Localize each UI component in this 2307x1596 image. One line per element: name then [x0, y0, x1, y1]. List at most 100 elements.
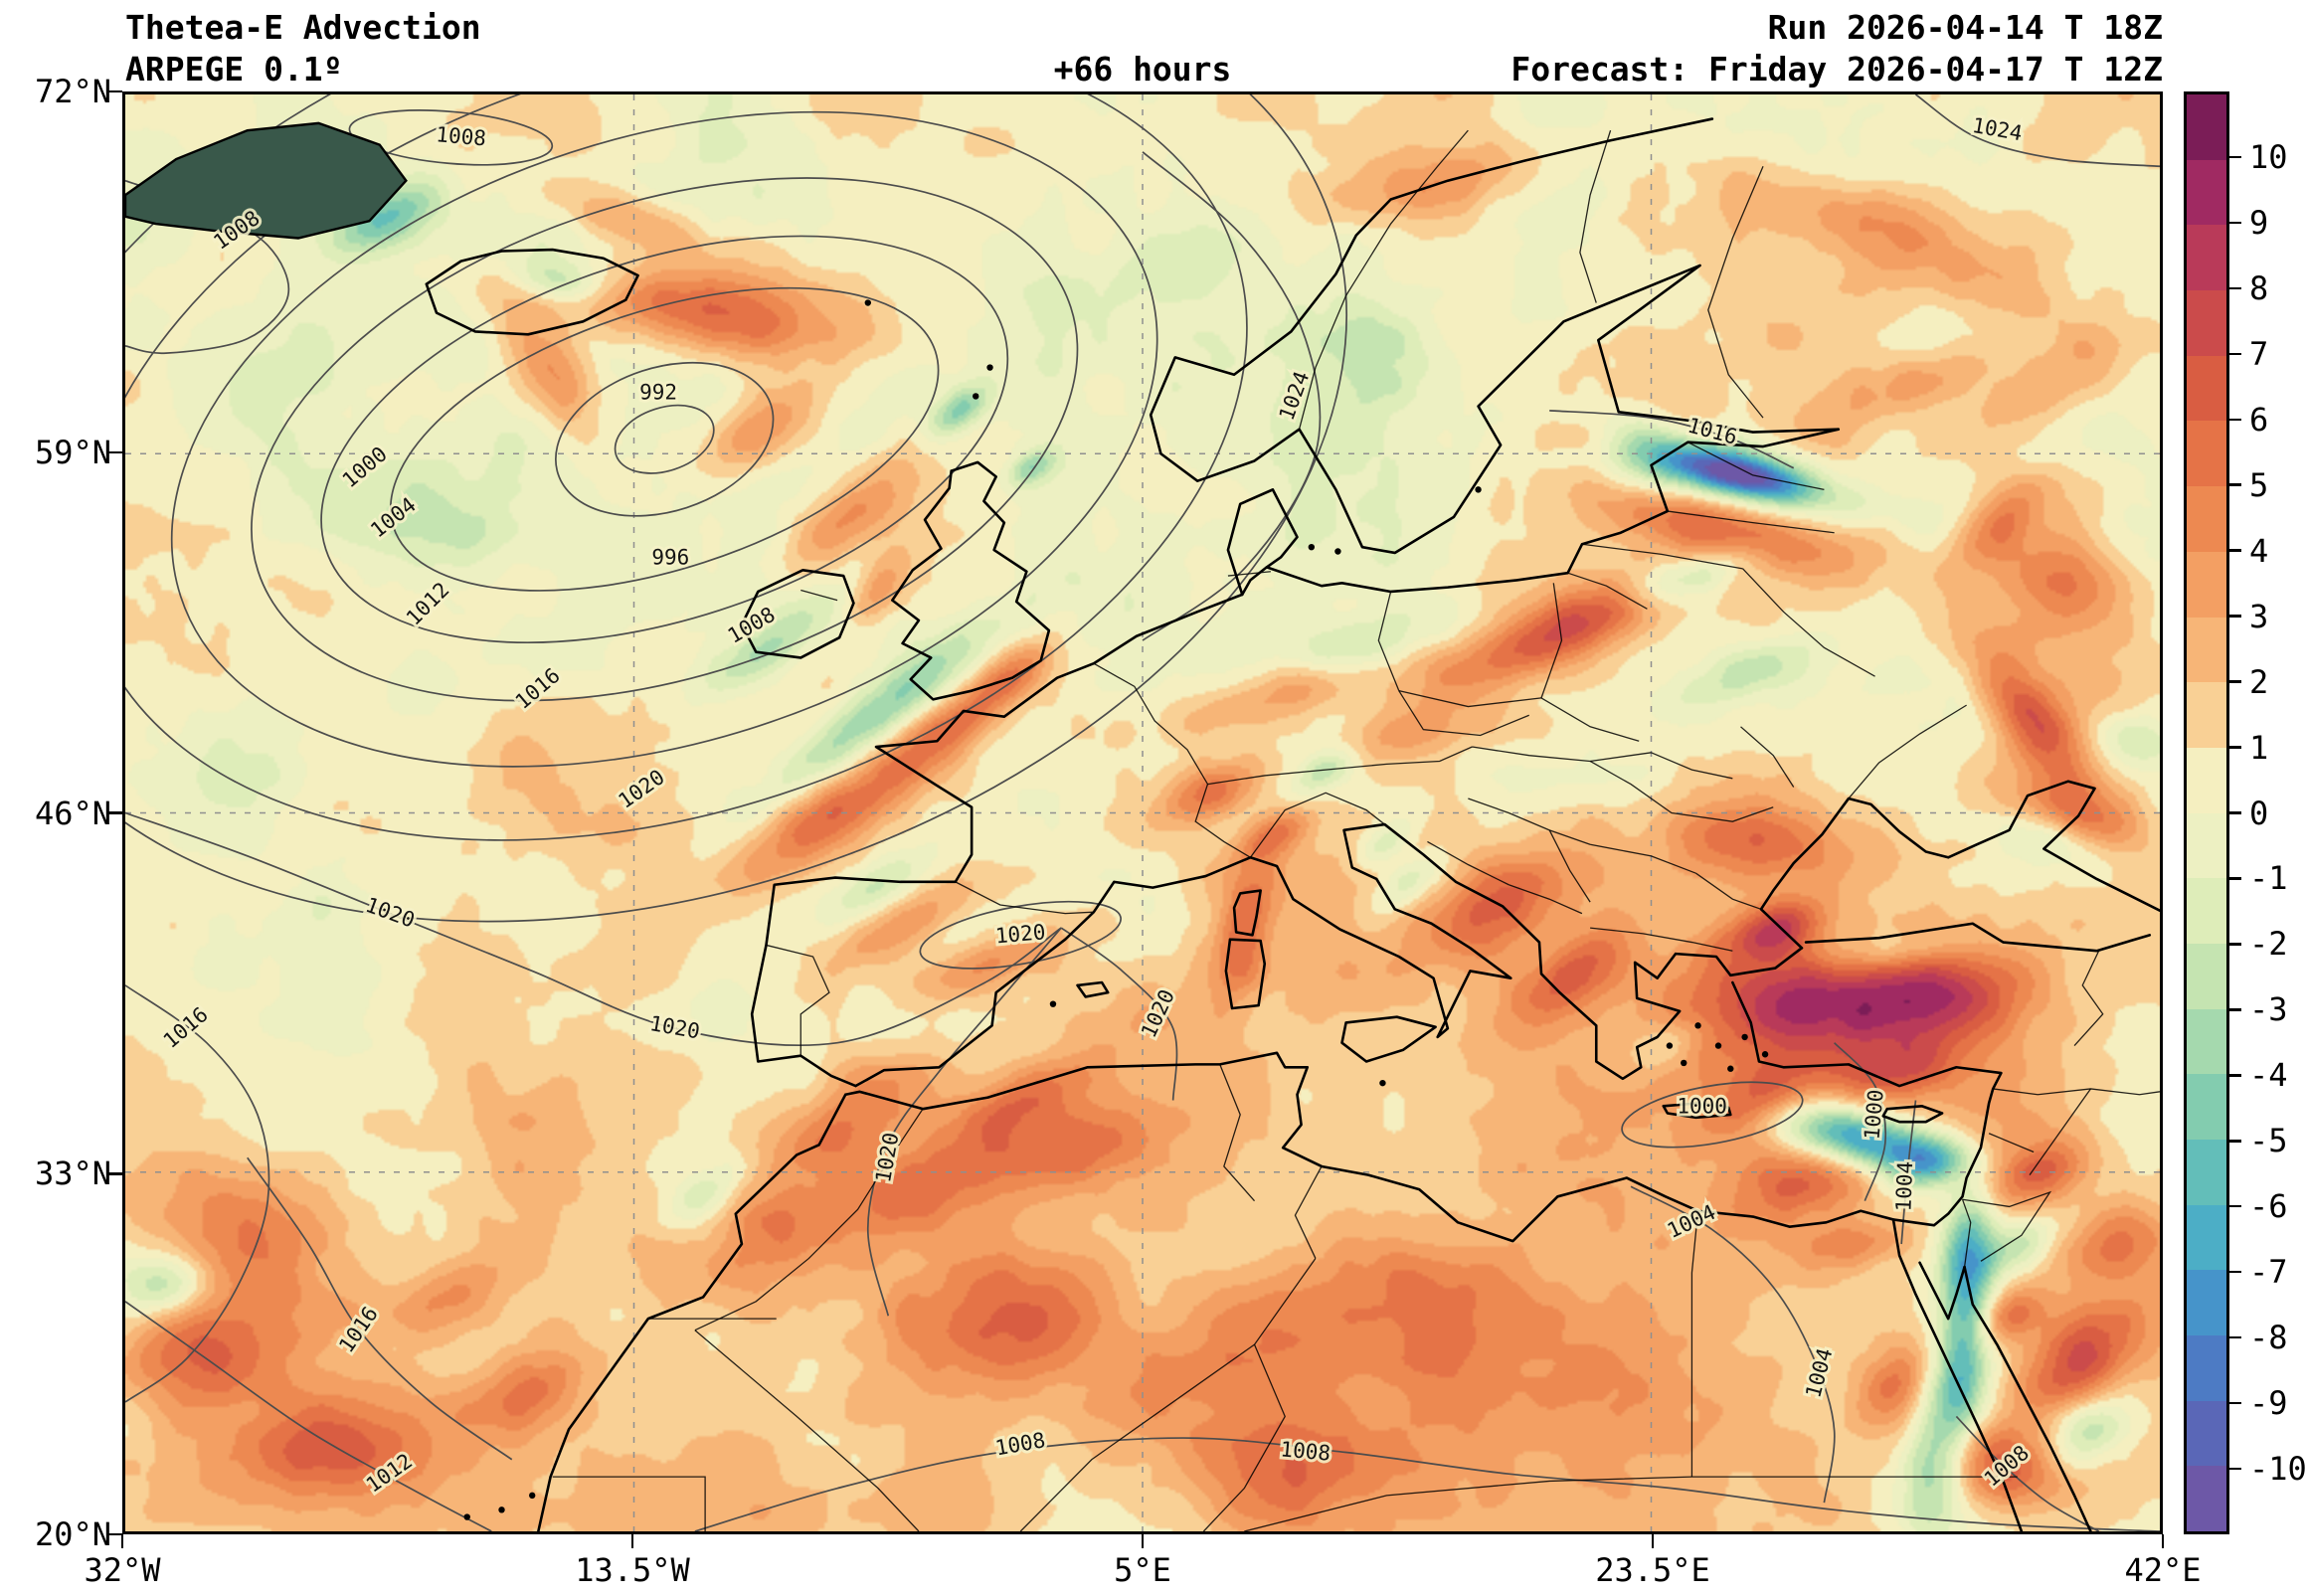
island-dot	[1741, 1033, 1748, 1041]
country-border	[766, 944, 830, 1056]
colorbar-tick-mark	[2229, 286, 2241, 290]
country-border	[1207, 746, 1473, 786]
colorbar-tick-label: 7	[2249, 334, 2269, 373]
colorbar-tick-label: 3	[2249, 597, 2269, 635]
colorbar-segment	[2187, 94, 2226, 160]
model-label: ARPEGE 0.1º	[125, 50, 343, 89]
colorbar-tick-label: 9	[2249, 203, 2269, 242]
colorbar-tick-mark	[2229, 943, 2241, 946]
colorbar-tick-mark	[2229, 1401, 2241, 1405]
island-dot	[1714, 1042, 1722, 1049]
isobar-label: 1000	[338, 442, 392, 492]
isobar-label: 1008	[993, 1428, 1047, 1460]
isobar-label: 1008	[435, 122, 486, 150]
island-dot	[1308, 543, 1316, 551]
country-border	[694, 1330, 920, 1531]
colorbar-tick-mark	[2229, 1074, 2241, 1077]
colorbar-tick-label: -8	[2249, 1319, 2288, 1357]
colorbar-tick-mark	[2229, 615, 2241, 618]
isobar-contour	[866, 927, 1062, 1317]
country-border	[1651, 752, 1733, 780]
isobar-label: 1020	[871, 1131, 903, 1184]
isobar-label: 1020	[994, 920, 1046, 948]
isobar-label: 992	[639, 381, 677, 405]
lat-tick-label: 72°N	[34, 73, 111, 110]
isobar-label: 1024	[1971, 113, 2025, 145]
country-border	[1093, 662, 1251, 858]
colorbar-segment	[2187, 1140, 2226, 1205]
isobar-contour	[1549, 410, 1795, 469]
country-border	[1019, 1343, 1255, 1531]
island-dot	[529, 1492, 536, 1500]
colorbar-tick-label: -5	[2249, 1122, 2288, 1160]
country-border	[1667, 510, 1835, 534]
colorbar-tick-mark	[2229, 1204, 2241, 1208]
country-border	[1961, 1198, 1972, 1268]
island-dot	[463, 1513, 470, 1520]
country-border	[800, 589, 838, 602]
lat-tick-mark	[108, 1532, 122, 1536]
isobar-label: 1012	[402, 578, 454, 630]
country-border	[1298, 129, 1469, 430]
colorbar-segment	[2187, 1466, 2226, 1532]
country-border	[1540, 583, 1563, 699]
isobar-label: 1020	[648, 1011, 702, 1043]
colorbar-tick-mark	[2229, 877, 2241, 880]
colorbar-segment	[2187, 812, 2226, 879]
lon-tick-label: 5°E	[1114, 1551, 1171, 1589]
island-dot	[1475, 486, 1482, 493]
country-border	[1202, 1258, 1317, 1531]
colorbar-segment	[2187, 421, 2226, 487]
isobar-contour	[1914, 94, 2160, 168]
colorbar-tick-mark	[2229, 1335, 2241, 1339]
country-border	[1540, 697, 1640, 742]
colorbar-segment	[2187, 1270, 2226, 1336]
lat-tick-mark	[108, 811, 122, 814]
isobar-contour	[1621, 1081, 1804, 1149]
coastline	[1804, 922, 2152, 953]
country-border	[1398, 690, 1542, 708]
island-dot	[498, 1507, 505, 1513]
colorbar-tick-label: -10	[2249, 1450, 2307, 1489]
map-overlay: 1008100899299610001004100810121016102010…	[125, 94, 2160, 1531]
coastline	[1918, 1261, 1966, 1321]
colorbar-tick-mark	[2229, 811, 2241, 814]
country-border	[1707, 165, 1764, 419]
coastline	[843, 980, 2003, 1243]
island-dot	[1727, 1065, 1734, 1072]
isobar-contour	[348, 109, 554, 166]
lon-tick-label: 13.5°W	[575, 1551, 690, 1589]
country-border	[2073, 950, 2104, 1047]
colorbar-segment	[2187, 551, 2226, 618]
country-border	[1690, 1210, 1699, 1478]
country-border	[2029, 1088, 2091, 1176]
country-border	[1377, 591, 1400, 691]
island-dot	[1694, 1022, 1701, 1029]
coastline	[891, 460, 1051, 701]
country-border	[1548, 829, 1591, 903]
colorbar-segment	[2187, 878, 2226, 944]
isobar-label: 1004	[1801, 1345, 1837, 1400]
country-border	[1687, 442, 1825, 491]
isobar-contour	[125, 811, 1062, 1047]
island-dot	[1379, 1079, 1386, 1087]
isobar-ring	[170, 110, 1158, 768]
lon-tick-label: 23.5°E	[1595, 1551, 1710, 1589]
colorbar-tick-label: -9	[2249, 1384, 2288, 1423]
lon-tick-mark	[1141, 1534, 1145, 1548]
forecast-valid-label: Forecast: Friday 2026-04-17 T 12Z	[1510, 50, 2163, 89]
isobar-label: 996	[651, 546, 689, 570]
isobar-label: 1016	[159, 1002, 213, 1053]
coastline	[425, 248, 639, 336]
lat-tick-label: 20°N	[34, 1515, 111, 1553]
isobar-ring	[125, 94, 1248, 841]
country-border	[1567, 572, 1648, 610]
country-border	[1472, 746, 1652, 763]
colorbar-tick-mark	[2229, 680, 2241, 683]
country-border	[1589, 843, 1696, 874]
coastline	[1881, 1104, 1944, 1124]
country-border	[1227, 571, 1271, 577]
island-dot	[986, 364, 993, 371]
run-label: Run 2026-04-14 T 18Z	[1767, 8, 2163, 47]
country-border	[1848, 704, 1967, 799]
